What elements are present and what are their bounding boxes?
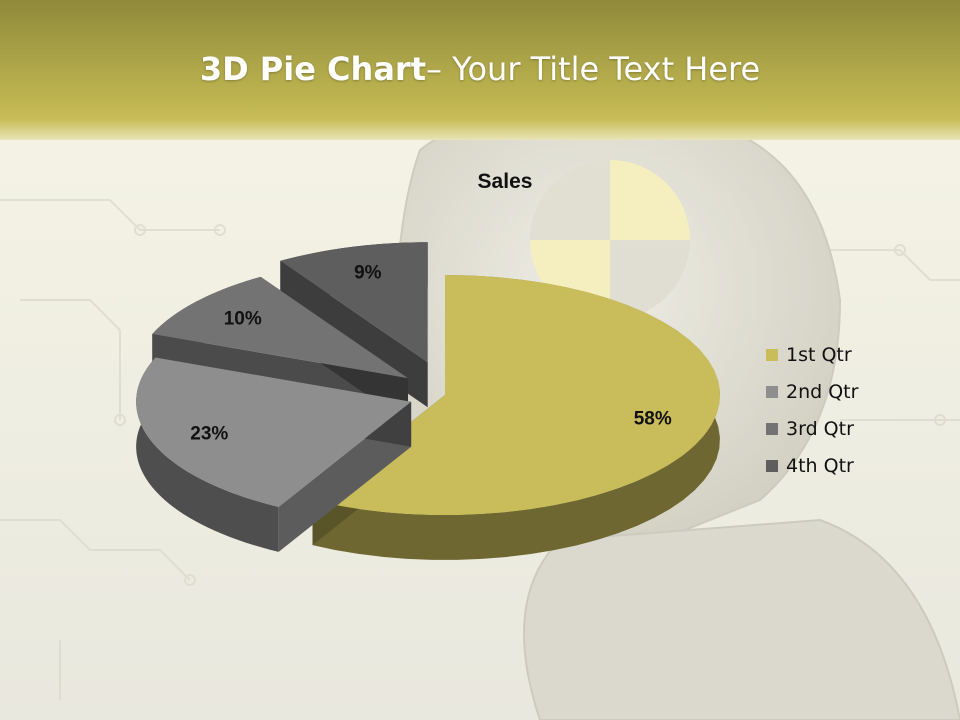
circuit-decoration <box>0 199 960 700</box>
legend-item-1: 1st Qtr <box>766 336 858 373</box>
data-label-4: 9% <box>354 262 382 283</box>
pie-slice-top-3 <box>152 276 409 379</box>
slide-title-rest: – Your Title Text Here <box>425 50 761 88</box>
data-label-3: 10% <box>224 309 262 330</box>
legend-label-1: 1st Qtr <box>786 343 852 366</box>
legend-swatch-2 <box>766 385 778 398</box>
pie-slice-side-2 <box>136 357 279 552</box>
legend-item-4: 4th Qtr <box>766 447 858 484</box>
data-label-2: 23% <box>190 423 228 444</box>
pie-slice-top-1 <box>312 275 720 515</box>
data-label-1: 58% <box>634 408 672 429</box>
legend-label-2: 2nd Qtr <box>786 380 859 403</box>
legend-swatch-1 <box>766 348 778 361</box>
legend-swatch-3 <box>766 422 778 435</box>
legend-item-3: 3rd Qtr <box>766 410 858 447</box>
chart-title: Sales <box>478 170 533 193</box>
legend-label-4: 4th Qtr <box>786 454 854 477</box>
chart-legend: 1st Qtr 2nd Qtr 3rd Qtr 4th Qtr <box>766 336 858 484</box>
slide-title-bold: 3D Pie Chart <box>199 50 426 88</box>
legend-item-2: 2nd Qtr <box>766 373 858 410</box>
slide-title: 3D Pie Chart– Your Title Text Here <box>0 50 960 88</box>
header-band <box>0 0 960 140</box>
pie-slice-top-4 <box>280 242 428 363</box>
pie-slice-top-2 <box>136 357 412 507</box>
legend-swatch-4 <box>766 459 778 472</box>
legend-label-3: 3rd Qtr <box>786 417 854 440</box>
pie-slice-2 <box>136 357 412 552</box>
